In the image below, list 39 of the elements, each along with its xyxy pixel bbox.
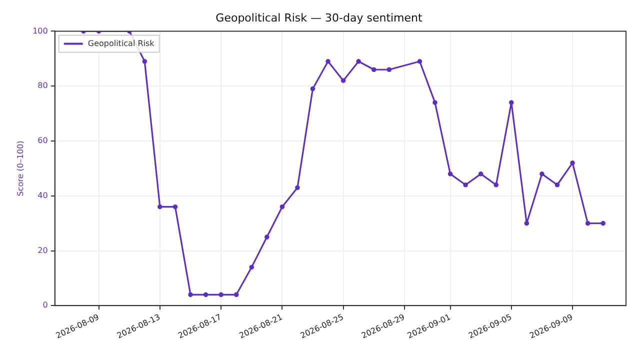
point [494, 182, 499, 188]
point [203, 292, 208, 298]
point [172, 204, 178, 210]
chart-title: Geopolitical Risk — 30-day sentiment [216, 11, 424, 24]
point [356, 58, 361, 64]
point [386, 67, 392, 72]
point [585, 220, 590, 226]
y-tick-label: 100 [32, 26, 48, 36]
point [218, 292, 224, 298]
point [554, 182, 560, 188]
point [463, 182, 468, 188]
point [540, 172, 544, 176]
point [340, 78, 346, 83]
y-tick-label: 80 [38, 81, 48, 90]
point [295, 185, 300, 190]
point [264, 234, 270, 240]
legend-label: Geopolitical Risk [88, 38, 155, 48]
point [142, 58, 148, 64]
y-tick-label: 40 [38, 190, 48, 200]
point [158, 204, 162, 210]
point [432, 100, 438, 105]
point [249, 264, 254, 270]
point [478, 172, 484, 176]
y-tick-label: 20 [38, 246, 48, 255]
point [600, 220, 606, 226]
point [280, 204, 285, 210]
point [524, 220, 530, 226]
y-tick-label: 0 [42, 300, 48, 310]
point [417, 58, 422, 64]
point [326, 58, 330, 64]
point [310, 86, 316, 92]
y-tick-label: 60 [38, 136, 48, 146]
point [371, 67, 376, 72]
point [570, 160, 575, 166]
point [234, 292, 239, 298]
point [188, 292, 193, 298]
y-axis-title: Score (0–100) [16, 140, 25, 196]
point [508, 100, 514, 105]
point [448, 172, 453, 176]
